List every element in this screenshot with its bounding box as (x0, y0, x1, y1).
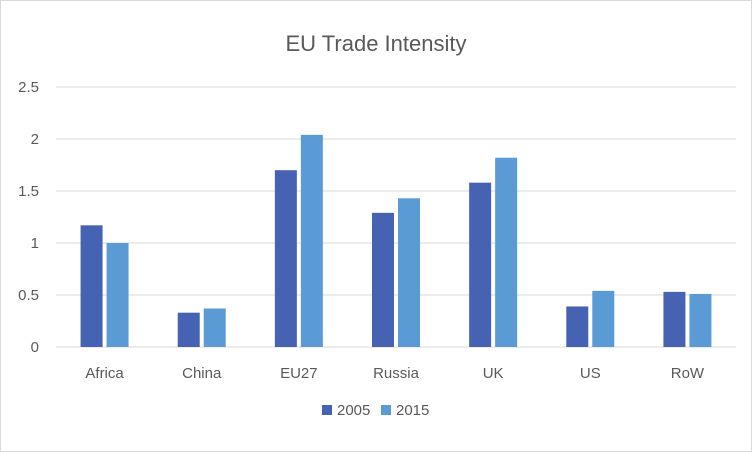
y-tick-label: 0 (31, 339, 39, 356)
y-tick-label: 2 (31, 131, 39, 148)
bar-china-2005 (177, 312, 200, 347)
x-tick-label: RoW (671, 365, 705, 382)
y-tick-label: 1 (31, 235, 39, 252)
bars (80, 134, 712, 347)
legend-label: 2015 (396, 402, 429, 419)
bar-china-2015 (203, 308, 226, 347)
bar-russia-2015 (398, 198, 420, 347)
bar-eu27-2015 (300, 134, 323, 347)
bar-eu27-2005 (274, 170, 297, 347)
x-tick-label: China (182, 365, 222, 382)
x-tick-label: Russia (373, 365, 420, 382)
x-tick-label: Africa (85, 365, 124, 382)
x-axis-tick-labels: Africa China EU27 Russia UK US RoW (85, 365, 705, 382)
y-axis-tick-labels: 0 0.5 1 1.5 2 2.5 (18, 79, 39, 356)
bar-uk-2005 (469, 182, 492, 347)
bar-russia-2005 (372, 212, 394, 347)
x-tick-label: EU27 (280, 365, 318, 382)
x-tick-label: US (580, 365, 601, 382)
y-tick-label: 2.5 (18, 79, 39, 96)
y-tick-label: 1.5 (18, 183, 39, 200)
chart-title: EU Trade Intensity (286, 31, 467, 56)
bar-us-2005 (566, 306, 589, 347)
x-tick-label: UK (483, 365, 504, 382)
gridlines (56, 86, 736, 348)
bar-us-2015 (592, 290, 615, 347)
bar-africa-2005 (80, 225, 103, 347)
legend: 2005 2015 (322, 402, 429, 419)
legend-label: 2005 (337, 402, 370, 419)
bar-row-2005 (663, 291, 686, 347)
bar-row-2015 (689, 293, 712, 347)
legend-swatch-2005 (322, 405, 332, 415)
bar-uk-2015 (495, 157, 518, 347)
bar-africa-2015 (106, 243, 129, 347)
y-tick-label: 0.5 (18, 287, 39, 304)
legend-swatch-2015 (381, 405, 391, 415)
